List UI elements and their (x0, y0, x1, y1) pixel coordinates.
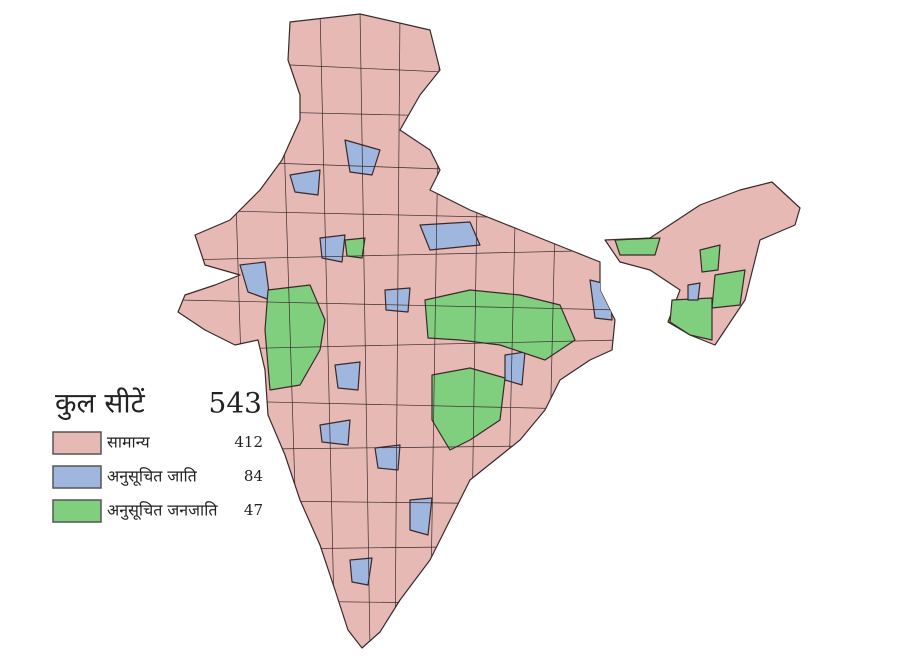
constituency-patch (431, 367, 506, 451)
constituency-patch (669, 297, 713, 341)
legend-value: 84 (244, 467, 263, 485)
india-map (177, 13, 801, 649)
legend-swatch (52, 431, 102, 455)
legend-total: 543 (209, 387, 262, 420)
legend-label: अनुसूचित जनजाति (107, 501, 218, 521)
constituency-patch (614, 237, 661, 256)
legend-label: अनुसूचित जाति (107, 467, 198, 487)
constituency-patch (424, 289, 576, 361)
constituency-patch (319, 234, 346, 263)
constituency-patch (699, 244, 721, 273)
mainland-region (177, 13, 616, 649)
constituency-patch (419, 221, 481, 251)
constituency-patch (504, 351, 526, 386)
legend-label: सामान्य (107, 433, 150, 452)
constituency-patch (319, 419, 351, 446)
legend: कुल सीटें 543 सामान्य 412 अनुसूचित जाति 84 अ… (52, 387, 263, 523)
constituency-patch (334, 361, 361, 391)
constituency-patch (349, 557, 373, 586)
constituency-patch (264, 284, 326, 391)
constituency-patch (687, 282, 701, 301)
legend-value: 412 (234, 433, 263, 451)
legend-swatch (52, 499, 102, 523)
legend-swatch (52, 465, 102, 489)
constituency-patch (409, 497, 433, 536)
legend-value: 47 (244, 501, 263, 519)
constituency-patch (711, 269, 746, 309)
constituency-patch (344, 237, 366, 259)
constituency-patch (374, 444, 401, 471)
legend-title: कुल सीटें (55, 387, 146, 421)
constituency-patch (289, 169, 321, 196)
